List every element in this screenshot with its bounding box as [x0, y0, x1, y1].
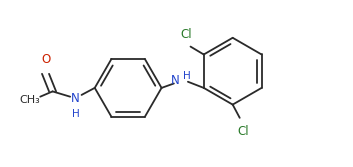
Text: N: N: [170, 74, 179, 87]
Text: O: O: [41, 53, 50, 66]
Text: Cl: Cl: [238, 125, 249, 138]
Text: Cl: Cl: [180, 28, 192, 41]
Text: H: H: [72, 109, 79, 119]
Text: H: H: [183, 71, 190, 81]
Text: CH₃: CH₃: [19, 95, 40, 105]
Text: N: N: [71, 92, 80, 105]
